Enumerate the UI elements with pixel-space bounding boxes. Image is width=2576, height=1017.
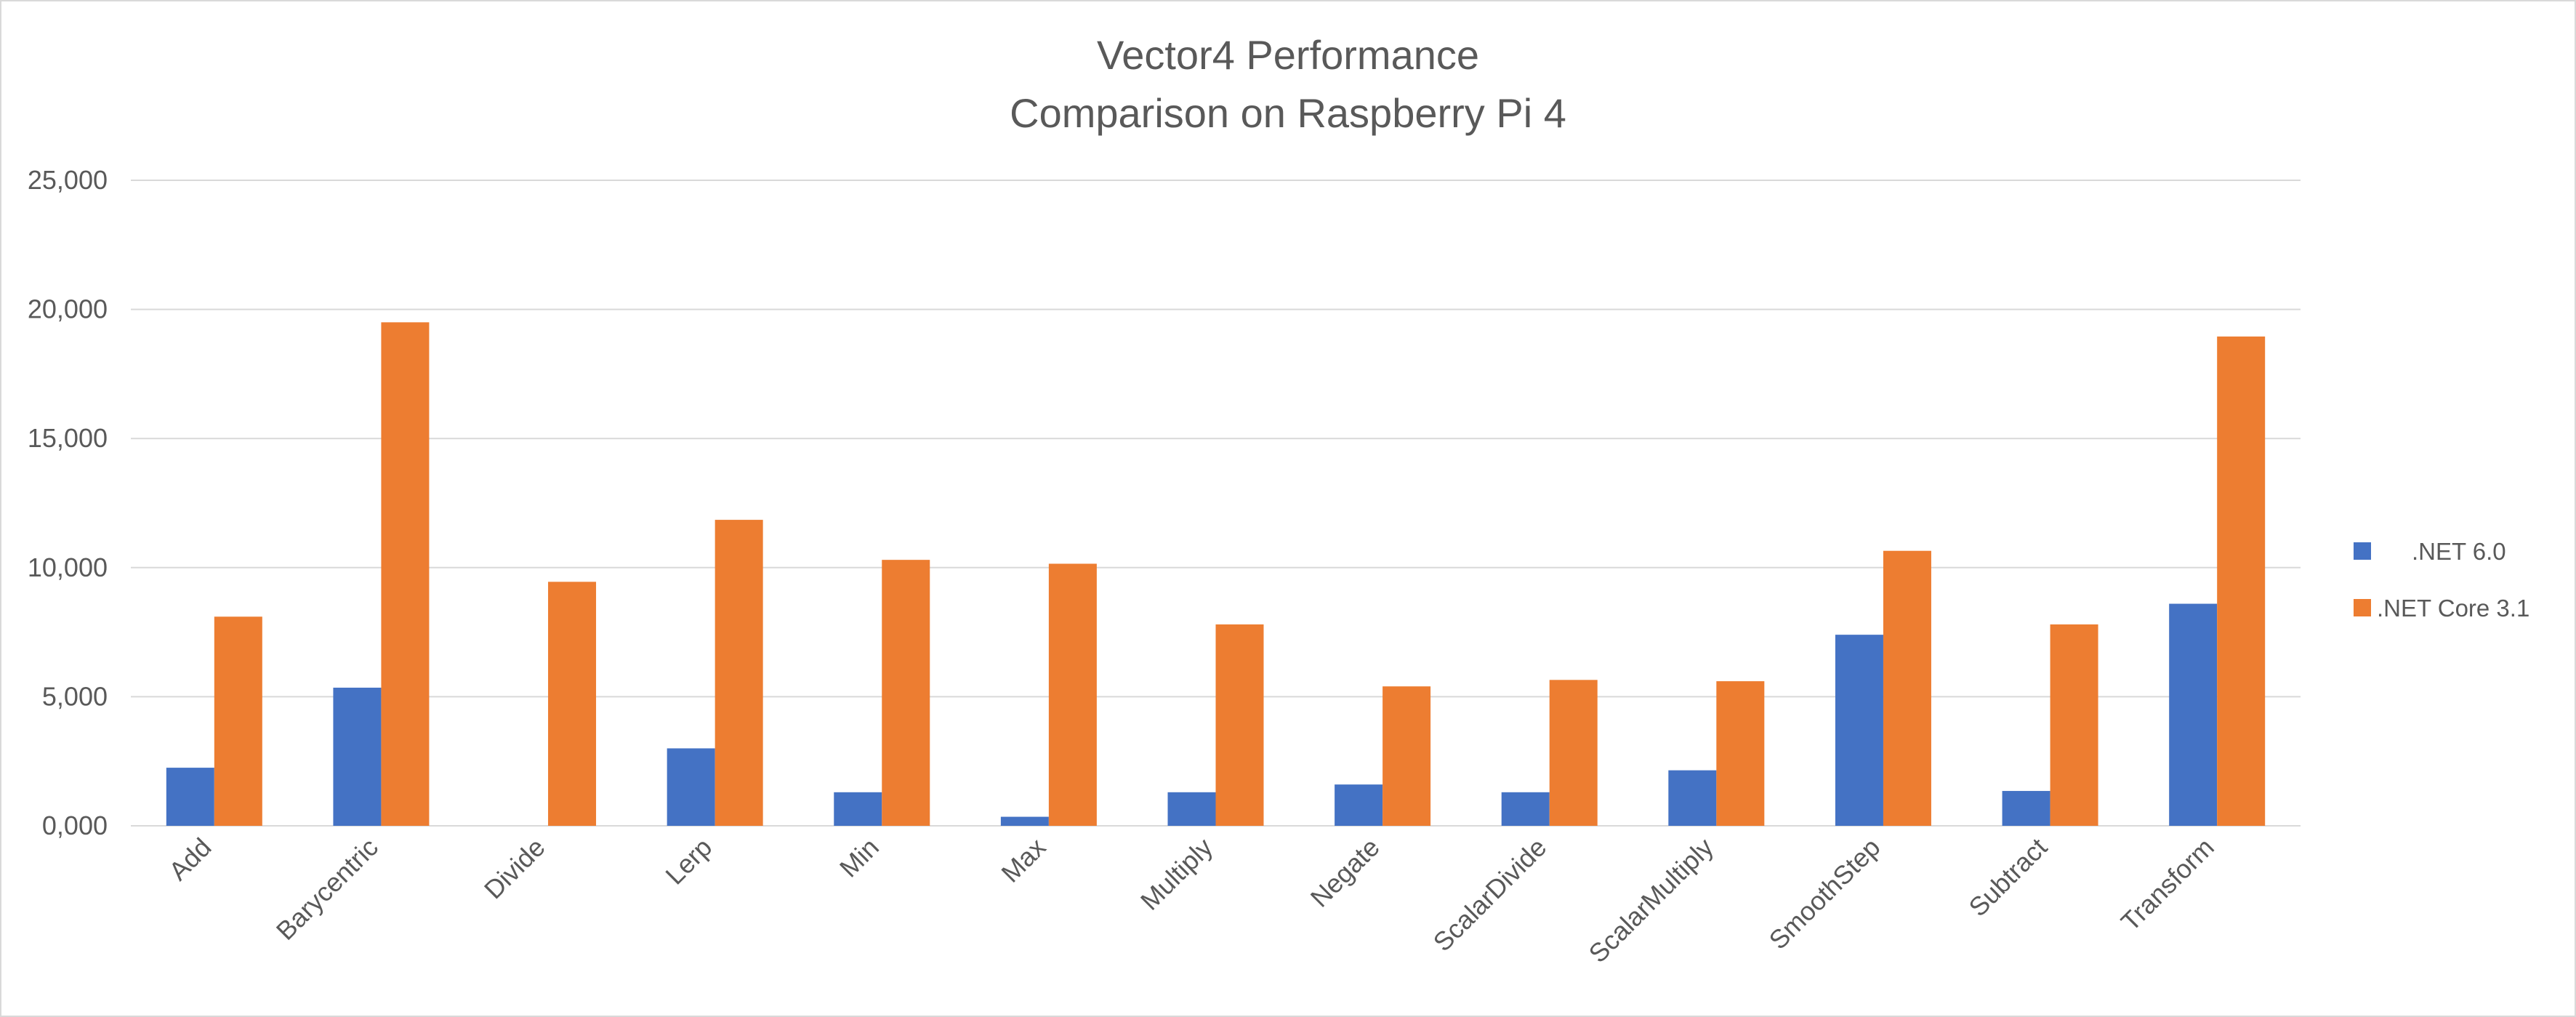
y-tick-label: 25,000 <box>28 165 108 195</box>
legend: .NET 6.0 .NET Core 3.1 <box>2354 538 2529 622</box>
bar-netcore31-scalarmultiply <box>1716 681 1765 826</box>
bar-netcore31-divide <box>548 582 597 826</box>
bar-net6-min <box>834 792 882 826</box>
chart-subtitle: Comparison on Raspberry Pi 4 <box>1010 90 1566 136</box>
x-tick-label: Max <box>995 832 1051 888</box>
y-tick-label: 0,000 <box>42 811 108 840</box>
bar-net6-add <box>166 768 214 826</box>
x-tick-label: Lerp <box>659 832 717 891</box>
x-tick-label: ScalarMultiply <box>1583 832 1719 968</box>
bar-net6-barycentric <box>333 687 382 826</box>
bar-net6-max <box>1000 816 1049 826</box>
y-tick-label: 20,000 <box>28 294 108 324</box>
x-tick-label: Min <box>834 832 885 883</box>
y-tick-label: 5,000 <box>42 681 108 711</box>
gridlines <box>131 180 2301 827</box>
y-axis-ticks: 0,000 5,000 10,000 15,000 20,000 25,000 <box>28 165 108 840</box>
bar-netcore31-max <box>1048 563 1097 826</box>
bar-netcore31-transform <box>2217 336 2266 826</box>
bar-net6-multiply <box>1167 792 1216 826</box>
x-tick-label: Transform <box>2115 832 2220 937</box>
chart-title: Vector4 Performance <box>1097 32 1479 78</box>
x-axis-ticks: Add Barycentric Divide Lerp Min Max Multiply Ne… <box>163 832 2220 968</box>
y-tick-label: 10,000 <box>28 552 108 582</box>
bar-net6-lerp <box>667 748 715 826</box>
x-tick-label: Subtract <box>1963 832 2053 922</box>
bar-net6-negate <box>1335 784 1383 826</box>
x-tick-label: Multiply <box>1135 832 1218 916</box>
x-tick-label: Negate <box>1305 832 1385 913</box>
x-tick-label: SmoothStep <box>1763 832 1886 955</box>
legend-swatch-netcore31 <box>2354 599 2371 616</box>
bars <box>166 322 2266 826</box>
x-tick-label: Divide <box>478 832 551 905</box>
x-tick-label: ScalarDivide <box>1428 832 1553 957</box>
bar-netcore31-add <box>214 616 262 826</box>
legend-label-netcore31: .NET Core 3.1 <box>2377 595 2529 622</box>
bar-netcore31-subtract <box>2050 624 2098 826</box>
legend-swatch-net6 <box>2354 542 2371 560</box>
bar-net6-subtract <box>2002 791 2050 826</box>
bar-netcore31-negate <box>1382 686 1431 826</box>
y-tick-label: 15,000 <box>28 423 108 453</box>
bar-netcore31-multiply <box>1215 624 1264 826</box>
bar-netcore31-lerp <box>715 520 763 826</box>
bar-netcore31-barycentric <box>381 322 430 826</box>
bar-net6-smoothstep <box>1835 635 1883 826</box>
bar-net6-scalarmultiply <box>1668 770 1717 826</box>
x-tick-label: Add <box>163 832 217 886</box>
x-tick-label: Barycentric <box>270 832 384 946</box>
legend-label-net6: .NET 6.0 <box>2412 538 2506 565</box>
bar-netcore31-smoothstep <box>1883 550 1931 826</box>
bar-net6-scalardivide <box>1501 792 1550 826</box>
bar-netcore31-min <box>882 560 930 826</box>
bar-netcore31-scalardivide <box>1549 680 1598 826</box>
bar-net6-transform <box>2169 603 2218 826</box>
